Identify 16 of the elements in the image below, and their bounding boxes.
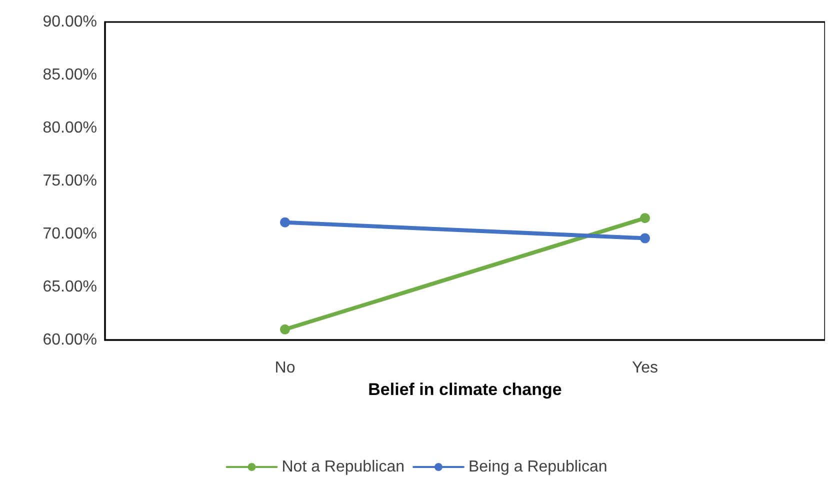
point bbox=[640, 233, 650, 244]
point bbox=[640, 213, 650, 224]
y-tick-label: 65.00% bbox=[42, 278, 97, 296]
point bbox=[280, 217, 290, 228]
x-tick-label: Yes bbox=[632, 360, 658, 376]
x-tick-label: No bbox=[274, 360, 296, 376]
point bbox=[280, 324, 290, 334]
legend-label: Not a Republican bbox=[282, 458, 404, 476]
y-tick-label: 60.00% bbox=[42, 332, 97, 348]
legend-label: Being a Republican bbox=[468, 458, 608, 476]
y-tick-label: 90.00% bbox=[42, 14, 97, 30]
y-tick-label: 85.00% bbox=[42, 66, 97, 84]
y-tick-label: 75.00% bbox=[42, 172, 97, 190]
y-tick-label: 80.00% bbox=[42, 120, 97, 136]
y-tick-label: 70.00% bbox=[42, 226, 97, 242]
x-axis-title: Belief in climate change bbox=[368, 380, 562, 399]
